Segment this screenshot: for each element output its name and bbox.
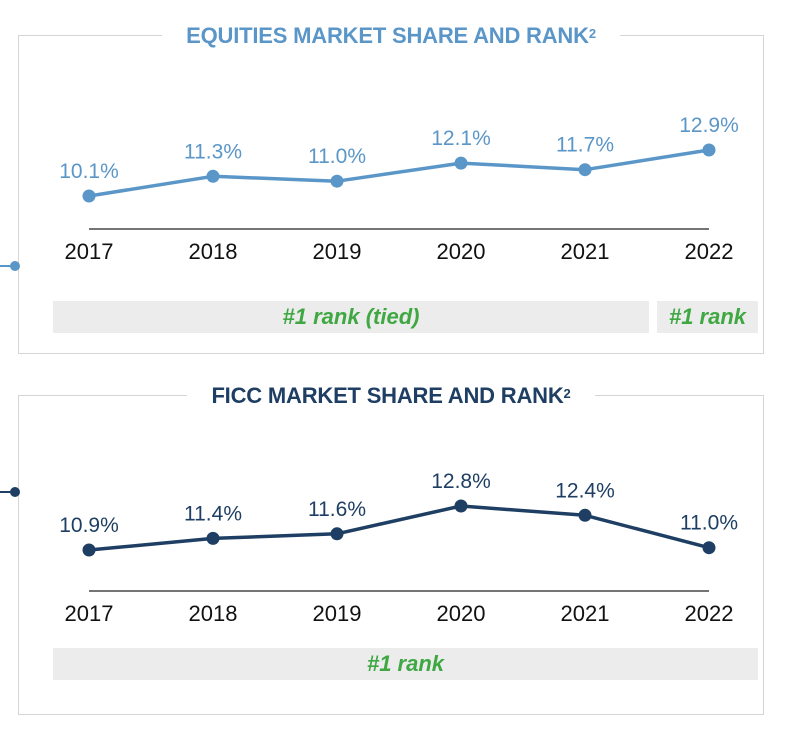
equities-tick-label-2017: 2017 bbox=[65, 239, 114, 264]
equities-rank-label-first: #1 rank bbox=[668, 304, 747, 329]
ficc-point-2020 bbox=[454, 499, 468, 513]
ficc-series-line bbox=[88, 504, 710, 552]
equities-tick-label-2020: 2020 bbox=[437, 239, 486, 264]
equities-rank-bar-tied: #1 rank (tied) bbox=[53, 301, 649, 333]
ficc-point-2019 bbox=[330, 527, 344, 541]
ficc-title-text: FICC MARKET SHARE AND RANK bbox=[211, 383, 564, 408]
ficc-connector-dot bbox=[0, 487, 20, 497]
ficc-point-2018 bbox=[206, 531, 220, 545]
equities-point-2020 bbox=[454, 156, 468, 170]
ficc-tick-label-2018: 2018 bbox=[189, 601, 238, 626]
ficc-data-label-2022: 11.0% bbox=[680, 512, 738, 535]
ficc-tick-label-2021: 2021 bbox=[561, 601, 610, 626]
equities-data-label-2020: 12.1% bbox=[431, 127, 491, 150]
equities-point-2017 bbox=[82, 189, 96, 203]
equities-rank-bar-first: #1 rank bbox=[657, 301, 758, 333]
ficc-data-label-2019: 11.6% bbox=[308, 498, 366, 521]
ficc-point-2021 bbox=[578, 508, 592, 522]
ficc-data-label-2018: 11.4% bbox=[184, 502, 242, 525]
equities-point-2021 bbox=[578, 163, 592, 177]
equities-point-2018 bbox=[206, 169, 220, 183]
equities-data-label-2017: 10.1% bbox=[59, 160, 119, 183]
ficc-tick-label-2017: 2017 bbox=[65, 601, 114, 626]
equities-tick-label-2022: 2022 bbox=[685, 239, 734, 264]
ficc-tick-label-2022: 2022 bbox=[685, 601, 734, 626]
equities-panel: EQUITIES MARKET SHARE AND RANK2 bbox=[18, 23, 764, 354]
equities-title-footnote: 2 bbox=[588, 26, 596, 41]
equities-data-label-2018: 11.3% bbox=[184, 140, 242, 163]
equities-tick-label-2019: 2019 bbox=[313, 239, 362, 264]
ficc-title: FICC MARKET SHARE AND RANK2 bbox=[19, 381, 763, 411]
equities-data-label-2021: 11.7% bbox=[556, 134, 614, 157]
ficc-tick-label-2019: 2019 bbox=[313, 601, 362, 626]
ficc-point-2022 bbox=[702, 541, 716, 555]
equities-tick-label-2018: 2018 bbox=[189, 239, 238, 264]
ficc-title-footnote: 2 bbox=[563, 386, 571, 401]
equities-title-text: EQUITIES MARKET SHARE AND RANK bbox=[186, 23, 589, 48]
ficc-data-label-2021: 12.4% bbox=[555, 479, 615, 502]
ficc-data-label-2017: 10.9% bbox=[59, 514, 119, 537]
ficc-point-2017 bbox=[82, 543, 96, 557]
ficc-data-label-2020: 12.8% bbox=[431, 470, 491, 493]
ficc-rank-label: #1 rank bbox=[366, 651, 445, 676]
equities-data-label-2022: 12.9% bbox=[679, 114, 739, 137]
equities-tick-label-2021: 2021 bbox=[561, 239, 610, 264]
ficc-tick-label-2020: 2020 bbox=[437, 601, 486, 626]
equities-data-label-2019: 11.0% bbox=[308, 145, 366, 168]
equities-title: EQUITIES MARKET SHARE AND RANK2 bbox=[19, 21, 763, 51]
ficc-rank-bar: #1 rank bbox=[53, 648, 758, 680]
equities-series-line bbox=[88, 148, 710, 198]
equities-rank-label-tied: #1 rank (tied) bbox=[282, 304, 420, 329]
equities-connector-dot bbox=[0, 261, 20, 271]
equities-point-2019 bbox=[330, 174, 344, 188]
equities-point-2022 bbox=[702, 143, 716, 157]
ficc-panel: FICC MARKET SHARE AND RANK2 bbox=[18, 383, 764, 715]
